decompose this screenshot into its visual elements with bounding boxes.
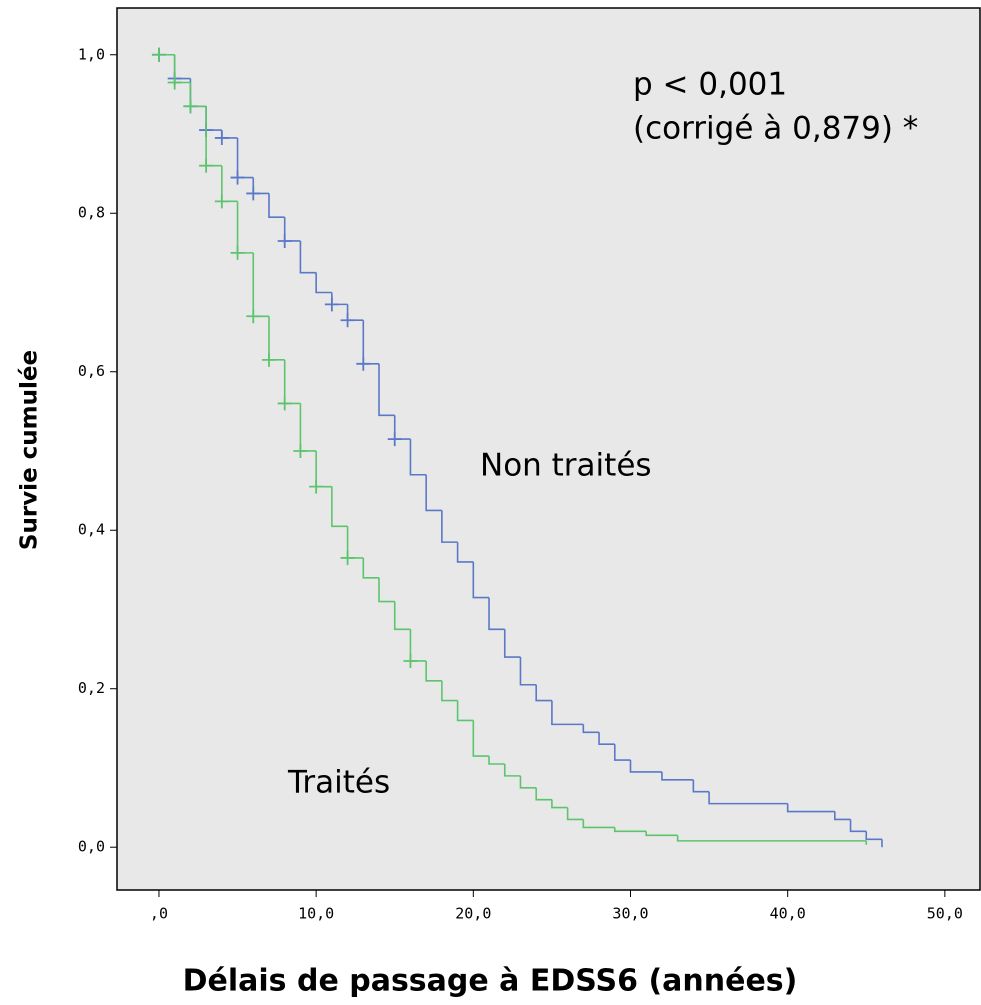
survival-step xyxy=(488,597,505,631)
survival-step xyxy=(378,577,395,603)
survival-step xyxy=(613,827,647,833)
survival-step xyxy=(425,660,442,682)
censor-mark xyxy=(230,245,245,260)
censor-mark xyxy=(277,396,292,411)
x-tick-label: 10,0 xyxy=(298,905,334,923)
x-axis-label: Délais de passage à EDSS6 (années) xyxy=(183,964,798,999)
censor-mark xyxy=(387,432,402,447)
y-tick-label: 0,6 xyxy=(78,362,105,380)
censor-mark xyxy=(183,99,198,114)
survival-step xyxy=(299,240,317,274)
survival-step xyxy=(613,744,631,761)
annotation: p < 0,001 xyxy=(633,67,787,103)
censor-mark xyxy=(214,194,229,209)
censor-mark xyxy=(261,352,276,367)
censor-mark xyxy=(340,313,355,328)
x-tick-label: 40,0 xyxy=(770,905,806,923)
survival-step xyxy=(551,799,568,809)
survival-step xyxy=(519,775,537,789)
censor-mark xyxy=(340,550,355,565)
censor-mark xyxy=(356,356,371,371)
plot-area xyxy=(116,7,981,891)
survival-step xyxy=(535,787,552,801)
censor-mark xyxy=(403,653,418,668)
y-tick-label: 1,0 xyxy=(78,45,105,63)
survival-step xyxy=(503,764,521,777)
censor-mark xyxy=(151,47,166,62)
survival-step xyxy=(268,193,285,219)
survival-step xyxy=(834,811,851,821)
survival-step xyxy=(582,819,615,829)
x-tick-label: ,0 xyxy=(150,905,168,923)
survival-step xyxy=(661,771,694,781)
survival-step xyxy=(362,557,380,579)
survival-step xyxy=(535,684,552,702)
y-tick-label: 0,8 xyxy=(78,204,105,222)
survival-step xyxy=(456,542,474,563)
survival-step xyxy=(456,700,474,722)
survival-step xyxy=(331,486,348,528)
survival-step xyxy=(676,835,867,842)
series-label: Non traités xyxy=(480,448,652,484)
survival-step xyxy=(315,272,332,294)
survival-step xyxy=(409,439,427,476)
survival-step xyxy=(393,601,411,631)
y-tick-label: 0,2 xyxy=(78,679,105,697)
survival-step xyxy=(551,700,584,726)
x-tick-label: 30,0 xyxy=(612,905,648,923)
survival-step xyxy=(441,680,458,702)
survival-step xyxy=(849,819,867,833)
survival-step xyxy=(441,510,458,543)
y-tick-label: 0,0 xyxy=(78,838,105,856)
censor-mark xyxy=(199,158,214,173)
y-axis-label: Survie cumulée xyxy=(17,350,43,550)
survival-step xyxy=(519,657,537,686)
survival-step xyxy=(472,720,490,757)
survival-step xyxy=(503,629,521,658)
censor-mark xyxy=(324,297,339,312)
censor-mark xyxy=(246,186,261,201)
censor-mark xyxy=(167,75,182,90)
survival-step xyxy=(786,803,835,813)
annotation: (corrigé à 0,879) * xyxy=(633,111,918,147)
survival-step xyxy=(566,807,584,821)
x-tick-label: 50,0 xyxy=(927,905,963,923)
survival-step xyxy=(488,756,505,765)
y-tick-label: 0,4 xyxy=(78,521,105,539)
survival-step xyxy=(598,732,615,745)
survival-step xyxy=(708,791,788,805)
censor-mark xyxy=(246,309,261,324)
censor-mark xyxy=(293,443,308,458)
censor-mark xyxy=(309,479,324,494)
survival-step xyxy=(582,724,600,734)
series-label: Traités xyxy=(287,765,390,801)
survival-step xyxy=(865,831,882,841)
survival-step xyxy=(629,760,662,773)
censor-mark xyxy=(230,170,245,185)
censor-mark xyxy=(214,130,229,145)
survival-step xyxy=(378,363,395,417)
survival-step xyxy=(472,561,490,599)
survival-step xyxy=(692,779,710,793)
survival-step xyxy=(425,474,442,512)
survival-step xyxy=(645,831,678,837)
x-tick-label: 20,0 xyxy=(455,905,491,923)
censor-mark xyxy=(277,233,292,248)
